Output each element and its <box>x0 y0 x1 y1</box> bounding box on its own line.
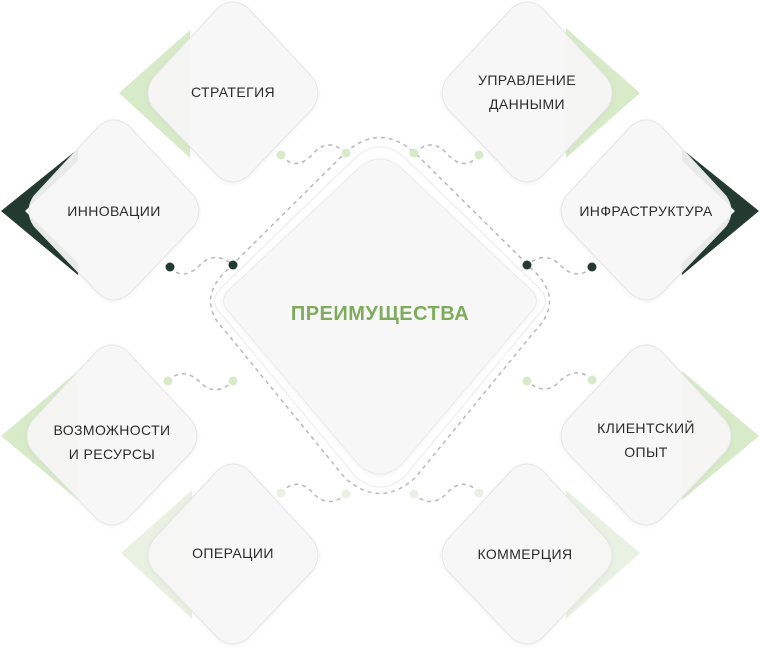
dot <box>522 260 532 270</box>
label-line: КЛИЕНТСКИЙ <box>597 420 695 436</box>
innovation-box <box>28 119 200 301</box>
item-label-strategy: СТРАТЕГИЯ <box>163 80 303 104</box>
dot <box>587 375 597 385</box>
operations-box <box>147 463 319 645</box>
label-line: ДАННЫМИ <box>489 96 565 112</box>
dot <box>276 488 286 498</box>
client-box <box>560 344 732 526</box>
data-box <box>441 1 613 183</box>
dot <box>522 376 532 386</box>
label-line: ОПЫТ <box>624 444 668 460</box>
infrastructure-box <box>560 119 732 301</box>
label-line: И РЕСУРСЫ <box>68 446 156 462</box>
capabilities-box <box>26 344 198 526</box>
dot <box>341 489 351 499</box>
label-line: ВОЗМОЖНОСТИ <box>53 422 171 438</box>
dot <box>163 376 173 386</box>
dot <box>228 260 238 270</box>
dot <box>474 488 484 498</box>
label-line: ОПЕРАЦИИ <box>192 545 274 561</box>
item-label-client: КЛИЕНТСКИЙ ОПЫТ <box>576 416 716 464</box>
center-inner-diamond <box>223 158 537 475</box>
dot <box>341 148 351 158</box>
dot <box>474 150 484 160</box>
commerce-box <box>441 463 613 645</box>
center-title: ПРЕИМУЩЕСТВА <box>290 303 470 325</box>
item-label-operations: ОПЕРАЦИИ <box>163 541 303 565</box>
item-label-capabilities: ВОЗМОЖНОСТИ И РЕСУРСЫ <box>37 418 187 466</box>
dot <box>276 150 286 160</box>
dot <box>409 489 419 499</box>
connector-dots <box>163 148 597 499</box>
center-dashed-ring <box>209 136 551 495</box>
label-line: ИННОВАЦИИ <box>67 203 161 219</box>
item-label-infrastructure: ИНФРАСТРУКТУРА <box>566 199 726 223</box>
item-label-data: УПРАВЛЕНИЕ ДАННЫМИ <box>457 68 597 116</box>
label-line: СТРАТЕГИЯ <box>190 84 276 100</box>
item-label-innovation: ИННОВАЦИИ <box>44 199 184 223</box>
dot <box>165 262 175 272</box>
dot <box>409 148 419 158</box>
label-line: КОММЕРЦИЯ <box>477 546 573 562</box>
label-line: ИНФРАСТРУКТУРА <box>579 203 713 219</box>
dot <box>228 376 238 386</box>
strategy-box <box>147 1 319 183</box>
label-line: УПРАВЛЕНИЕ <box>478 72 576 88</box>
dot <box>587 262 597 272</box>
connectors <box>167 136 593 503</box>
item-label-commerce: КОММЕРЦИЯ <box>455 542 595 566</box>
item-boxes <box>26 1 732 645</box>
